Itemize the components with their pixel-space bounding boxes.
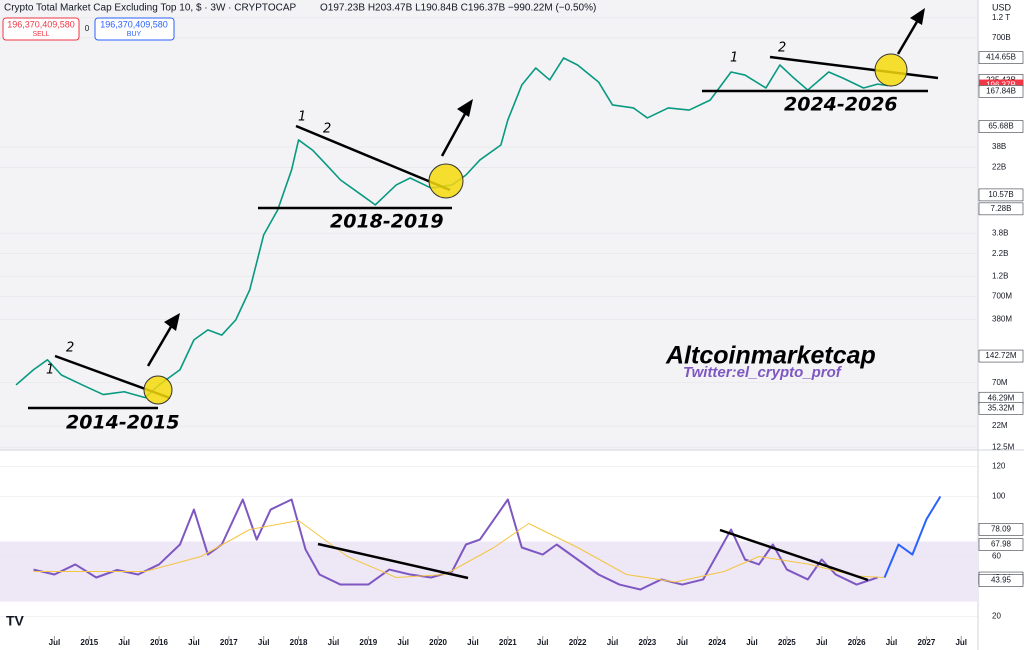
y-tick-label: 20 [992,612,1001,621]
price-label-text: 35.32M [988,403,1015,412]
series-line [33,498,878,591]
price-label [978,349,1024,363]
x-tick-label: 2016 [150,638,168,647]
y-tick-label: 60 [992,552,1001,561]
y-tick-label: 700M [992,292,1012,301]
x-tick-label: 2020 [429,638,447,647]
price-label [978,188,1024,202]
price-label-text: 46.29M [988,393,1015,402]
price-label-text: 167.84B [986,87,1016,96]
spread: 0 [85,24,90,33]
annotation: 1 [730,51,738,66]
buy-price: 196,370,409,580 [100,19,168,29]
price-label [978,538,1024,551]
buy-button[interactable] [94,17,175,41]
y-tick-label: 22B [992,163,1006,172]
price-label-text: 7.28B [991,204,1012,213]
sell-label: SELL [32,31,49,38]
x-tick-label: Jul [886,638,898,647]
x-tick-label: 2019 [359,638,377,647]
price-label-text: 10.57B [988,190,1013,199]
y-tick-label: 120 [992,462,1006,471]
x-tick-label: 2027 [917,638,935,647]
sell-price: 196,370,409,580 [7,19,75,29]
ohlc: O197.23B H203.47B L190.84B C196.37B −990… [320,3,596,14]
rsi-band [0,541,978,602]
series-line [883,495,942,578]
annotation: 2 [323,122,331,137]
price-label [978,202,1024,216]
watermark: Altcoinmarketcap [665,342,876,370]
y-tick-label: 12.5M [992,442,1015,451]
x-tick-label: Jul [397,638,409,647]
x-tick-label: Jul [607,638,619,647]
watermark-twitter: Twitter:el_crypto_prof [683,364,843,381]
annotation: 1 [46,363,54,378]
x-tick-label: 2023 [638,638,656,647]
x-tick-label: Jul [328,638,340,647]
price-label-text: 78.09 [991,524,1012,533]
chart-title: Crypto Total Market Cap Excluding Top 10… [4,3,296,14]
price-label-text: 67.98 [991,540,1012,549]
x-tick-label: Jul [955,638,967,647]
y-tick-label: 22M [992,421,1008,430]
x-tick-label: Jul [118,638,130,647]
y-tick-label: 70M [992,378,1008,387]
price-label-text: 196.37B [986,81,1016,90]
drawings [28,19,939,582]
annotation: 2018-2019 [330,211,444,233]
y-tick-label: 1.2B [992,271,1008,280]
x-tick-label: 2021 [499,638,517,647]
price-label-text: 414.65B [986,53,1016,62]
y-tick-label: 2.2B [992,249,1008,258]
price-label-text: 43.95 [991,576,1012,585]
y-tick-label: 1.2 T [992,13,1010,22]
annotation: 1 [298,110,306,125]
annotation: 2024-2026 [784,94,898,116]
y-tick-label: 38B [992,142,1006,151]
x-tick-label: 2026 [848,638,866,647]
x-tick-label: 2024 [708,638,726,647]
y-tick-label: 700B [992,33,1011,42]
logo: TV [6,613,25,629]
price-label [978,402,1024,415]
buy-label: BUY [127,31,142,38]
series-line [33,520,885,583]
annotation: 2014-2015 [66,412,180,434]
x-tick-label: 2015 [80,638,98,647]
x-tick-label: 2018 [290,638,308,647]
arrowheads [164,8,925,331]
annotation: 2 [66,341,74,356]
y-tick-label: 3.8B [992,228,1008,237]
price-label [978,523,1024,536]
x-tick-label: Jul [746,638,758,647]
sell-button[interactable] [2,17,80,41]
x-tick-label: Jul [676,638,688,647]
circles [143,53,908,405]
price-label [978,85,1024,98]
x-tick-label: Jul [188,638,200,647]
price-label-text: 142.72M [985,351,1016,360]
x-tick-label: Jul [49,638,61,647]
price-label-text: 65.68B [988,122,1013,131]
x-tick-label: Jul [537,638,549,647]
price-label [978,120,1024,133]
currency: USD [992,2,1012,12]
x-tick-label: 2022 [569,638,587,647]
x-tick-label: Jul [816,638,828,647]
x-tick-label: 2017 [220,638,238,647]
price-pane [0,0,978,450]
x-tick-label: Jul [258,638,270,647]
y-tick-label: 380M [992,315,1012,324]
x-tick-label: Jul [467,638,479,647]
price-label [978,51,1024,64]
y-tick-label: 100 [992,492,1006,501]
x-tick-label: 2025 [778,638,796,647]
price-label [978,574,1024,587]
annotation: 2 [778,41,786,56]
